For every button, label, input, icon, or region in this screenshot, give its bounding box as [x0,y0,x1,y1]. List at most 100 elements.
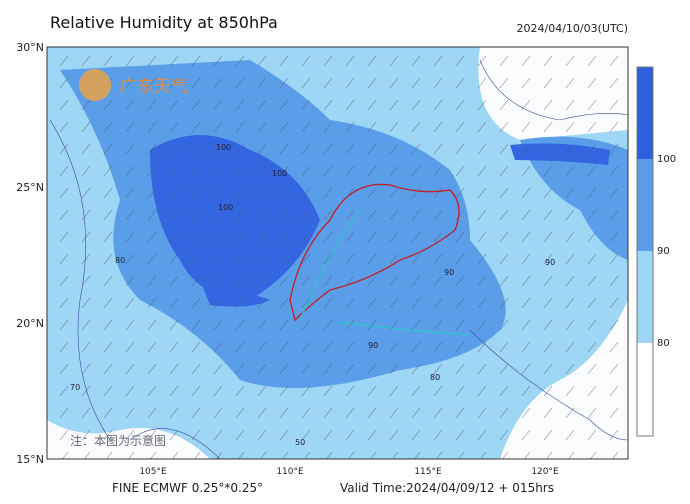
lat-label: 15°N [16,453,44,466]
wind-barb [348,451,355,459]
wind-barb [81,143,91,155]
wind-barb [543,209,553,221]
wind-barb [257,77,267,89]
wind-barb [301,341,311,353]
wind-barb [433,341,443,353]
lon-label: 105°E [139,467,167,477]
wind-barb [499,341,509,353]
wind-barb [392,451,399,459]
wind-barb [235,121,245,133]
colorbar-label: 90 [657,246,670,257]
wind-barb [191,407,201,419]
wind-barb [477,407,487,419]
wind-barb [147,99,157,111]
wind-barb [169,275,179,287]
wind-barb [103,55,113,67]
wind-barb [301,385,311,397]
wind-barb [323,99,333,111]
lon-label: 110°E [276,467,304,477]
wind-barb [59,231,69,243]
wind-barb [169,187,179,199]
wind-barb [609,297,619,309]
wind-barb [455,187,465,199]
wind-barb [213,429,223,441]
wind-barb [169,319,179,331]
wind-barb [587,99,597,111]
wind-barb [257,253,267,265]
wind-barb [477,231,487,243]
wind-barb [235,275,245,287]
wind-barb [411,99,421,111]
wind-barb [521,385,531,397]
wind-barb [213,77,223,89]
wind-barb [257,319,267,331]
wind-barb [257,99,267,111]
wind-barb [125,77,135,89]
wind-barb [455,275,465,287]
wind-barb [565,385,575,397]
wind-barb [257,165,267,177]
wind-barb [587,385,597,397]
wind-barb [543,77,553,89]
map-frame [46,46,629,460]
wind-barb [301,121,311,133]
wind-barb [169,341,179,353]
wind-barb [169,407,179,419]
wind-barb [455,407,465,419]
wind-barb [213,319,223,331]
wind-barb [502,451,509,459]
wind-barb [477,319,487,331]
wind-barb [411,341,421,353]
wind-barb [433,77,443,89]
map-area: 100 100 100 90 90 80 90 80 50 70 广东天气 注：… [47,47,628,459]
wind-barb [323,253,333,265]
wind-barb [480,451,487,459]
wind-barb [235,385,245,397]
wind-barb [499,209,509,221]
wind-barb [389,231,399,243]
wind-barb [455,297,465,309]
wind-barb [477,253,487,265]
wind-barb [436,451,443,459]
wind-barb [433,385,443,397]
wind-barb [455,429,465,441]
contour-label: 100 [272,169,287,178]
wind-barb [411,253,421,265]
wind-barb [213,385,223,397]
wind-barb [125,253,135,265]
wind-barb [279,319,289,331]
wind-barb [455,209,465,221]
wind-barb [389,407,399,419]
wind-barb [279,363,289,375]
wind-barb [367,77,377,89]
wind-barb [477,341,487,353]
note: 注：本图为示意图 [70,433,166,448]
wind-barb [125,209,135,221]
wind-barb [147,429,157,441]
wind-barb [191,121,201,133]
wind-barb [521,231,531,243]
wind-barb [147,407,157,419]
wind-barb [587,407,597,419]
wind-barb [389,55,399,67]
wind-barb [257,231,267,243]
wind-barb [414,451,421,459]
wind-barb [367,275,377,287]
wind-barb [587,319,597,331]
wind-barb [499,121,509,133]
wind-barb [103,385,113,397]
wind-barb [191,341,201,353]
timestamp: 2024/04/10/03(UTC) [517,22,629,35]
wind-barb [389,187,399,199]
wind-barb [147,231,157,243]
contour-label: 50 [295,438,305,447]
wind-barb [543,429,553,441]
wind-barb [125,143,135,155]
wind-barb [301,165,311,177]
wind-barb [477,429,487,441]
wind-barb [477,165,487,177]
wind-barb [59,253,69,265]
wind-barb [587,275,597,287]
wind-barb [301,363,311,375]
wind-barb [389,275,399,287]
